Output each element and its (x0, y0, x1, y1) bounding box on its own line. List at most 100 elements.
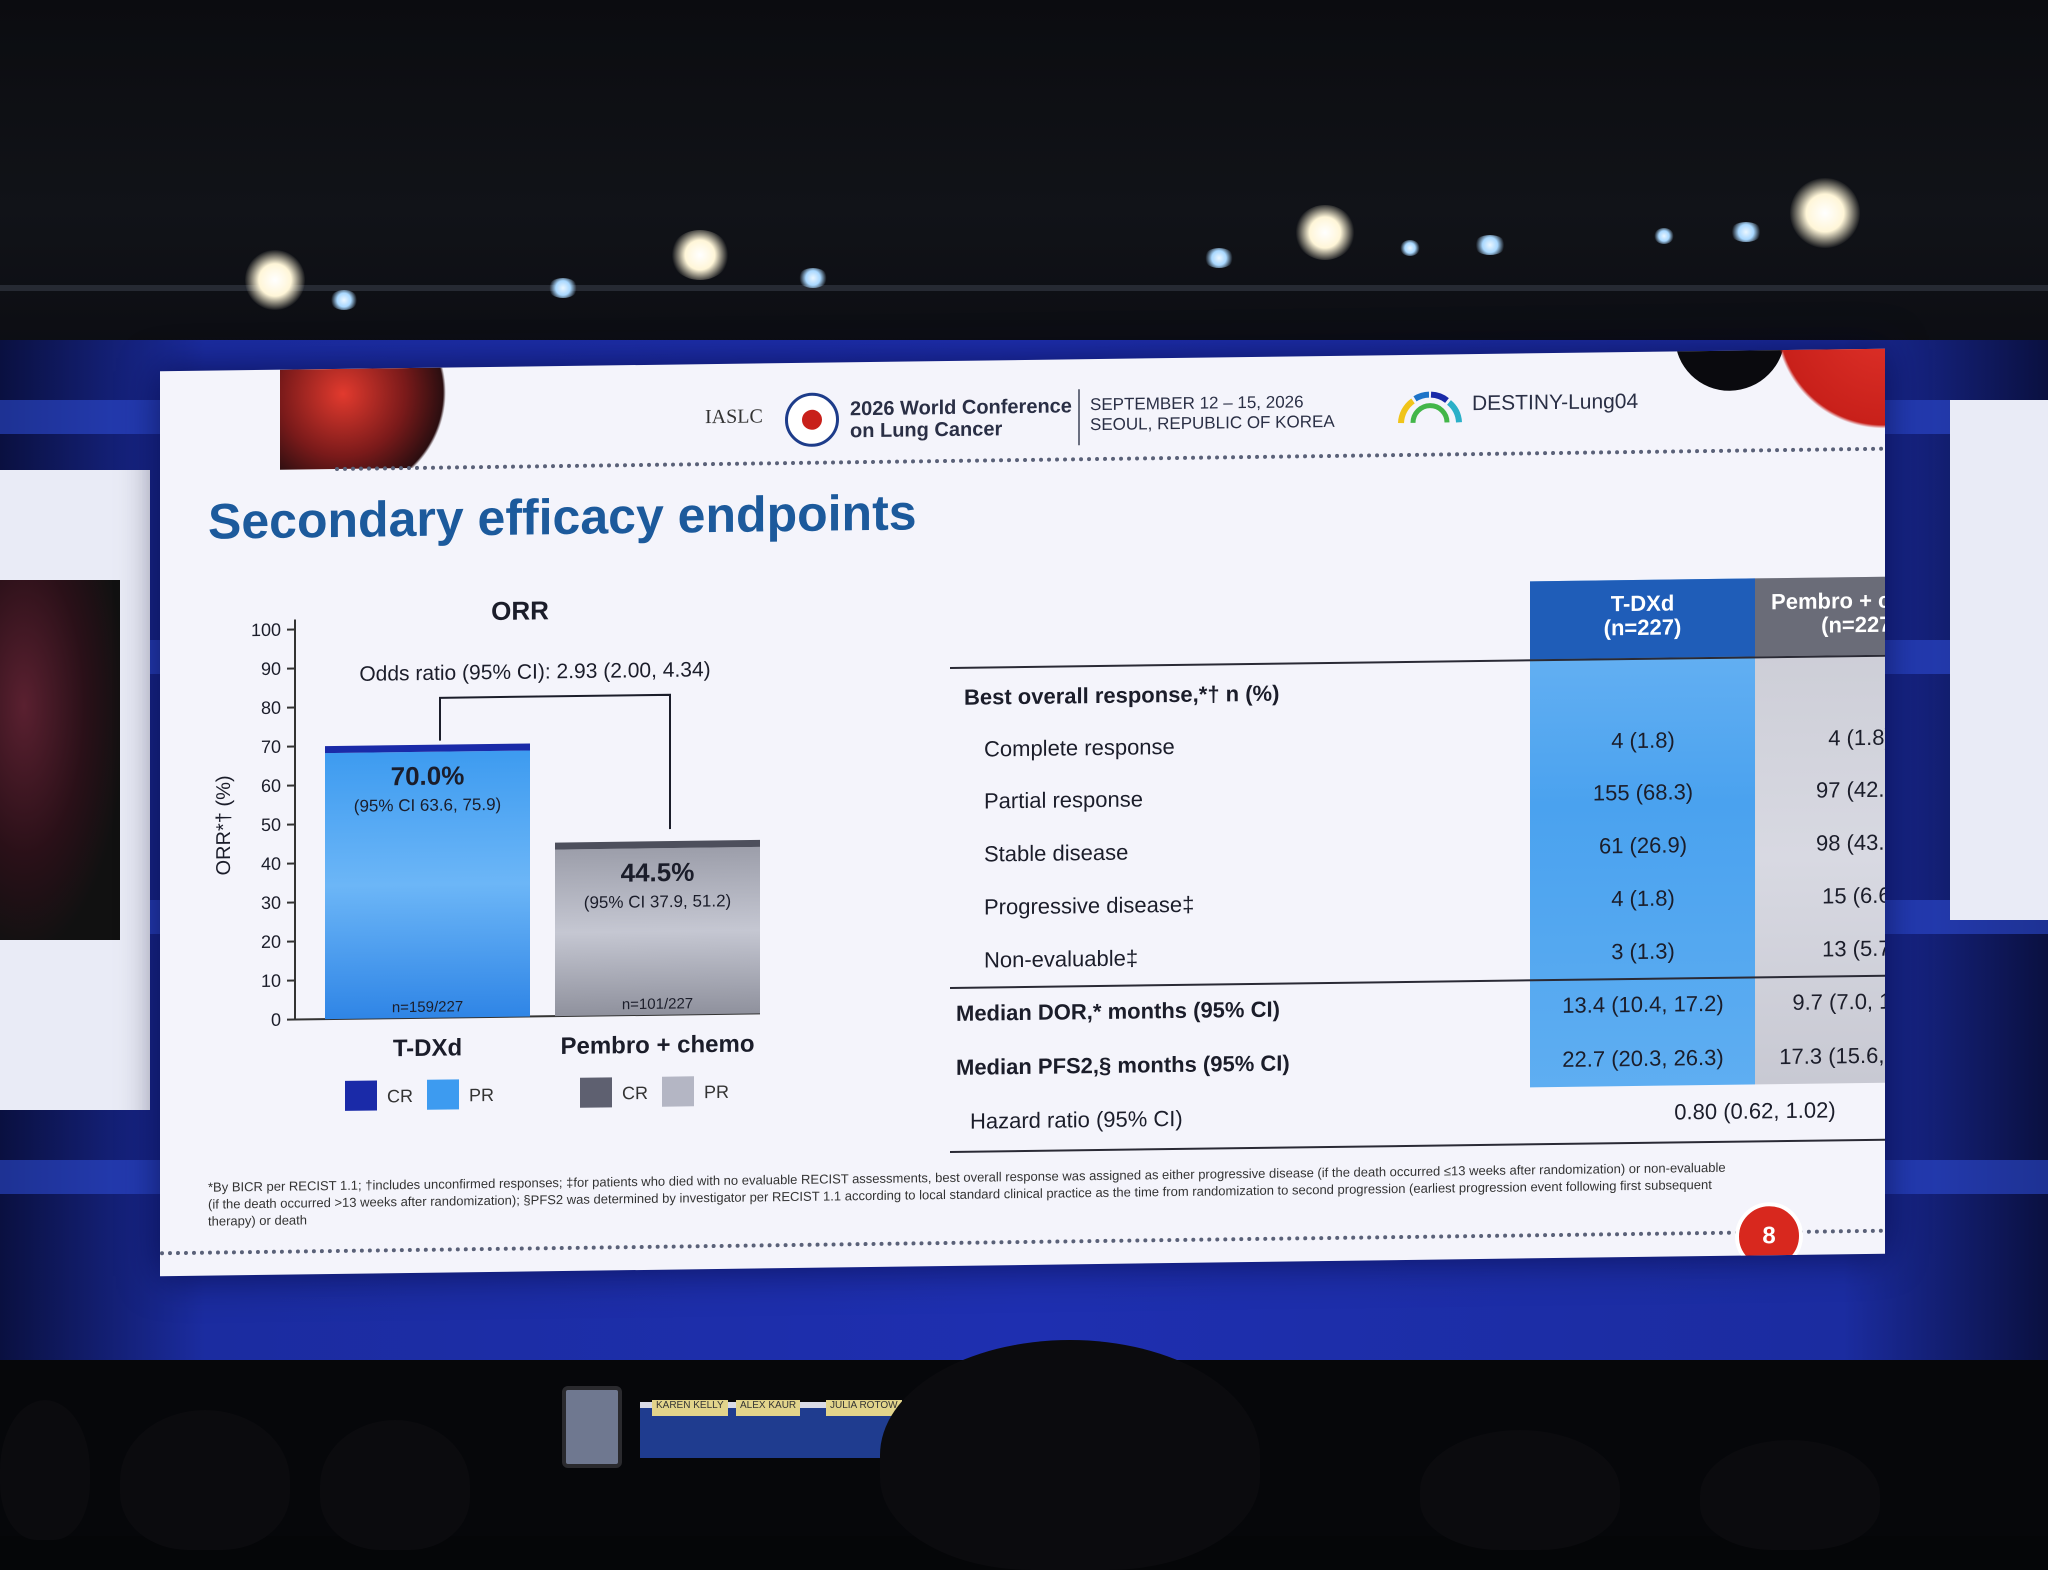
audience-head (1700, 1440, 1880, 1550)
legend-cr-swatch (580, 1077, 612, 1107)
y-tick-label: 60 (261, 776, 281, 796)
right-side-screen (1950, 400, 2048, 920)
table-cell: 61 (26.9) (1538, 832, 1748, 861)
legend-pr-swatch (662, 1076, 694, 1106)
hazard-label: Hazard ratio (95% CI) (970, 1106, 1183, 1135)
speaker-video-feed (0, 580, 120, 940)
stage-light (245, 250, 305, 310)
table-cell: 155 (68.3) (1538, 779, 1748, 808)
audience-phone (562, 1386, 622, 1468)
category-label: T-DXd (393, 1034, 462, 1062)
section-label: Best overall response,*† n (%) (964, 681, 1279, 711)
table-row-label: Progressive disease‡ (984, 892, 1194, 921)
conference-location: SEOUL, REPUBLIC OF KOREA (1090, 411, 1370, 435)
table-cell: 97 (42.7) (1755, 776, 1885, 805)
table-cell: 4 (1.8) (1538, 727, 1748, 756)
pfs2-pembro: 17.3 (15.6, 21.8) (1755, 1042, 1885, 1071)
footer-dotted-rule (160, 1229, 1885, 1256)
table-cell: 4 (1.8) (1538, 885, 1748, 914)
bar-value-label: 70.0% (391, 760, 465, 791)
speaker-nameplate: ALEX KAUR (736, 1400, 800, 1416)
conference-name: 2026 World Conference on Lung Cancer (850, 395, 1090, 442)
legend-cr-swatch (345, 1080, 377, 1110)
pembro-column-header: Pembro + chemo (n=227) (1755, 576, 1885, 657)
stage-light (1295, 205, 1355, 260)
dor-pembro: 9.7 (7.0, 11.1) (1755, 988, 1885, 1017)
corner-artwork (280, 367, 460, 469)
legend-cr-label: CR (387, 1086, 413, 1106)
category-label: Pembro + chemo (560, 1031, 754, 1061)
stage-light (1474, 235, 1506, 255)
conference-seal-icon (785, 392, 839, 447)
table-cell: 15 (6.6) (1755, 882, 1885, 911)
y-axis-label: ORR*† (%) (213, 775, 235, 875)
bar-ci-label: (95% CI 37.9, 51.2) (584, 891, 731, 912)
legend-pr-label: PR (469, 1085, 494, 1105)
venue-ceiling (0, 0, 2048, 380)
y-tick-label: 100 (251, 620, 281, 640)
header-dotted-rule (335, 447, 1885, 471)
legend-pr-swatch (427, 1079, 459, 1109)
speaker-nameplate: JULIA ROTOW (826, 1400, 902, 1416)
trial-name: DESTINY-Lung04 (1472, 390, 1638, 416)
dor-label: Median DOR,* months (95% CI) (956, 997, 1280, 1027)
tdxd-header-n: (n=227) (1530, 614, 1755, 641)
pembro-header-name: Pembro + chemo (1755, 588, 1885, 615)
table-cell: 98 (43.2) (1755, 829, 1885, 858)
stage-light (798, 268, 828, 288)
stage-light (548, 278, 578, 298)
audience-head (320, 1420, 470, 1550)
chart-title: ORR (491, 595, 549, 626)
presentation-slide: IASLC 2026 World Conference on Lung Canc… (160, 349, 1885, 1277)
slide-title: Secondary efficacy endpoints (208, 483, 917, 550)
audience-head (1420, 1430, 1620, 1550)
bar-ci-label: (95% CI 63.6, 75.9) (354, 795, 501, 816)
y-tick-label: 50 (261, 815, 281, 835)
y-tick-label: 20 (261, 932, 281, 952)
y-tick-label: 40 (261, 854, 281, 874)
y-tick-label: 70 (261, 737, 281, 757)
stage-light (1790, 178, 1860, 248)
table-rule (950, 1138, 1885, 1153)
table-row-label: Partial response (984, 786, 1143, 814)
stage-light (1204, 248, 1234, 268)
conference-dates-location: SEPTEMBER 12 – 15, 2026 SEOUL, REPUBLIC … (1090, 391, 1370, 435)
bar-n-label: n=101/227 (622, 995, 693, 1013)
table-cell: 13 (5.7) (1755, 935, 1885, 964)
tdxd-column-header: T-DXd (n=227) (1530, 578, 1755, 659)
destiny-arc-icon (1395, 386, 1465, 427)
bar-value-label: 44.5% (621, 857, 695, 888)
header-divider (1078, 389, 1080, 445)
stage-light (1400, 240, 1420, 256)
tdxd-header-name: T-DXd (1530, 590, 1755, 617)
y-tick-label: 10 (261, 971, 281, 991)
stage-light (1654, 228, 1674, 244)
iaslc-logo: IASLC (705, 405, 763, 429)
stage-light (1730, 222, 1762, 242)
stage-light (330, 290, 358, 310)
pfs2-tdxd: 22.7 (20.3, 26.3) (1538, 1045, 1748, 1074)
stage-light (670, 230, 730, 280)
legend-cr-label: CR (622, 1083, 648, 1103)
orr-bar-chart: ORR 0 10 20 30 40 50 60 70 80 90 100 ORR*† (%) 70.0% (… (200, 591, 920, 1200)
pembro-header-n: (n=227) (1755, 612, 1885, 639)
efficacy-table: T-DXd (n=227) Pembro + chemo (n=227) Bes… (950, 578, 1810, 1159)
y-tick-label: 90 (261, 659, 281, 679)
audience-head (0, 1400, 90, 1540)
y-tick-label: 0 (271, 1010, 281, 1030)
corner-artwork (1765, 349, 1885, 451)
bar-n-label: n=159/227 (392, 998, 463, 1016)
table-cell: 3 (1.3) (1538, 938, 1748, 967)
table-row-label: Non-evaluable‡ (984, 945, 1138, 973)
legend-pr-label: PR (704, 1082, 729, 1102)
y-tick-label: 30 (261, 893, 281, 913)
lighting-truss (0, 285, 2048, 291)
table-row-label: Stable disease (984, 840, 1128, 868)
audience-head (120, 1410, 290, 1550)
table-cell: 4 (1.8) (1755, 724, 1885, 753)
hazard-value: 0.80 (0.62, 1.02) (1650, 1097, 1860, 1126)
table-row-label: Complete response (984, 734, 1175, 762)
odds-ratio-annotation: Odds ratio (95% CI): 2.93 (2.00, 4.34) (359, 658, 710, 686)
y-tick-label: 80 (261, 698, 281, 718)
dor-tdxd: 13.4 (10.4, 17.2) (1538, 991, 1748, 1020)
